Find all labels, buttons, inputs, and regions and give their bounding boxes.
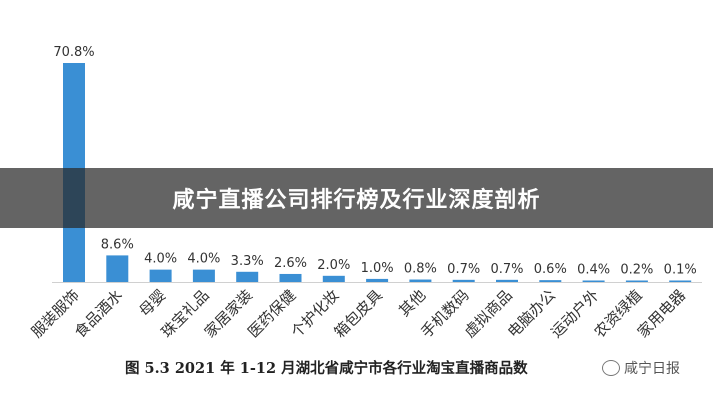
bar (192, 269, 215, 282)
data-label: 0.2% (620, 263, 653, 278)
category-label: 家用电器 (634, 286, 689, 341)
bar (366, 278, 389, 282)
data-label: 0.4% (577, 263, 610, 278)
bar (322, 275, 345, 282)
data-label: 0.7% (447, 262, 480, 277)
bar (452, 279, 475, 282)
category-label: 食品酒水 (71, 286, 126, 341)
bar (149, 269, 172, 282)
data-label: 3.3% (231, 254, 264, 269)
category-label: 母婴 (135, 286, 169, 320)
bar (539, 280, 562, 282)
bar (582, 280, 605, 282)
data-label: 2.0% (317, 258, 350, 273)
bar (106, 255, 129, 282)
data-label: 1.0% (361, 261, 394, 276)
wechat-icon (602, 360, 620, 376)
title-banner: 咸宁直播公司排行榜及行业深度剖析 (0, 168, 713, 228)
data-label: 0.7% (490, 262, 523, 277)
data-label: 2.6% (274, 256, 307, 271)
data-label: 0.6% (534, 262, 567, 277)
watermark-text: 咸宁日报 (624, 361, 680, 377)
data-label: 0.1% (664, 263, 697, 278)
watermark: 咸宁日报 (602, 358, 680, 378)
data-label: 4.0% (144, 252, 177, 267)
data-label: 8.6% (101, 237, 134, 252)
bar (279, 273, 302, 282)
bar (625, 280, 648, 282)
category-label: 其他 (395, 286, 429, 320)
banner-title: 咸宁直播公司排行榜及行业深度剖析 (172, 188, 541, 213)
bar (409, 279, 432, 282)
chart-caption: 图 5.3 2021 年 1-12 月湖北省咸宁市各行业淘宝直播商品数 (125, 360, 528, 377)
data-label: 0.8% (404, 262, 437, 277)
bar (236, 271, 259, 282)
data-label: 70.8% (53, 45, 94, 60)
category-label: 箱包皮具 (331, 286, 386, 341)
bar (669, 280, 692, 282)
data-label: 4.0% (187, 252, 220, 267)
bar (496, 279, 518, 282)
